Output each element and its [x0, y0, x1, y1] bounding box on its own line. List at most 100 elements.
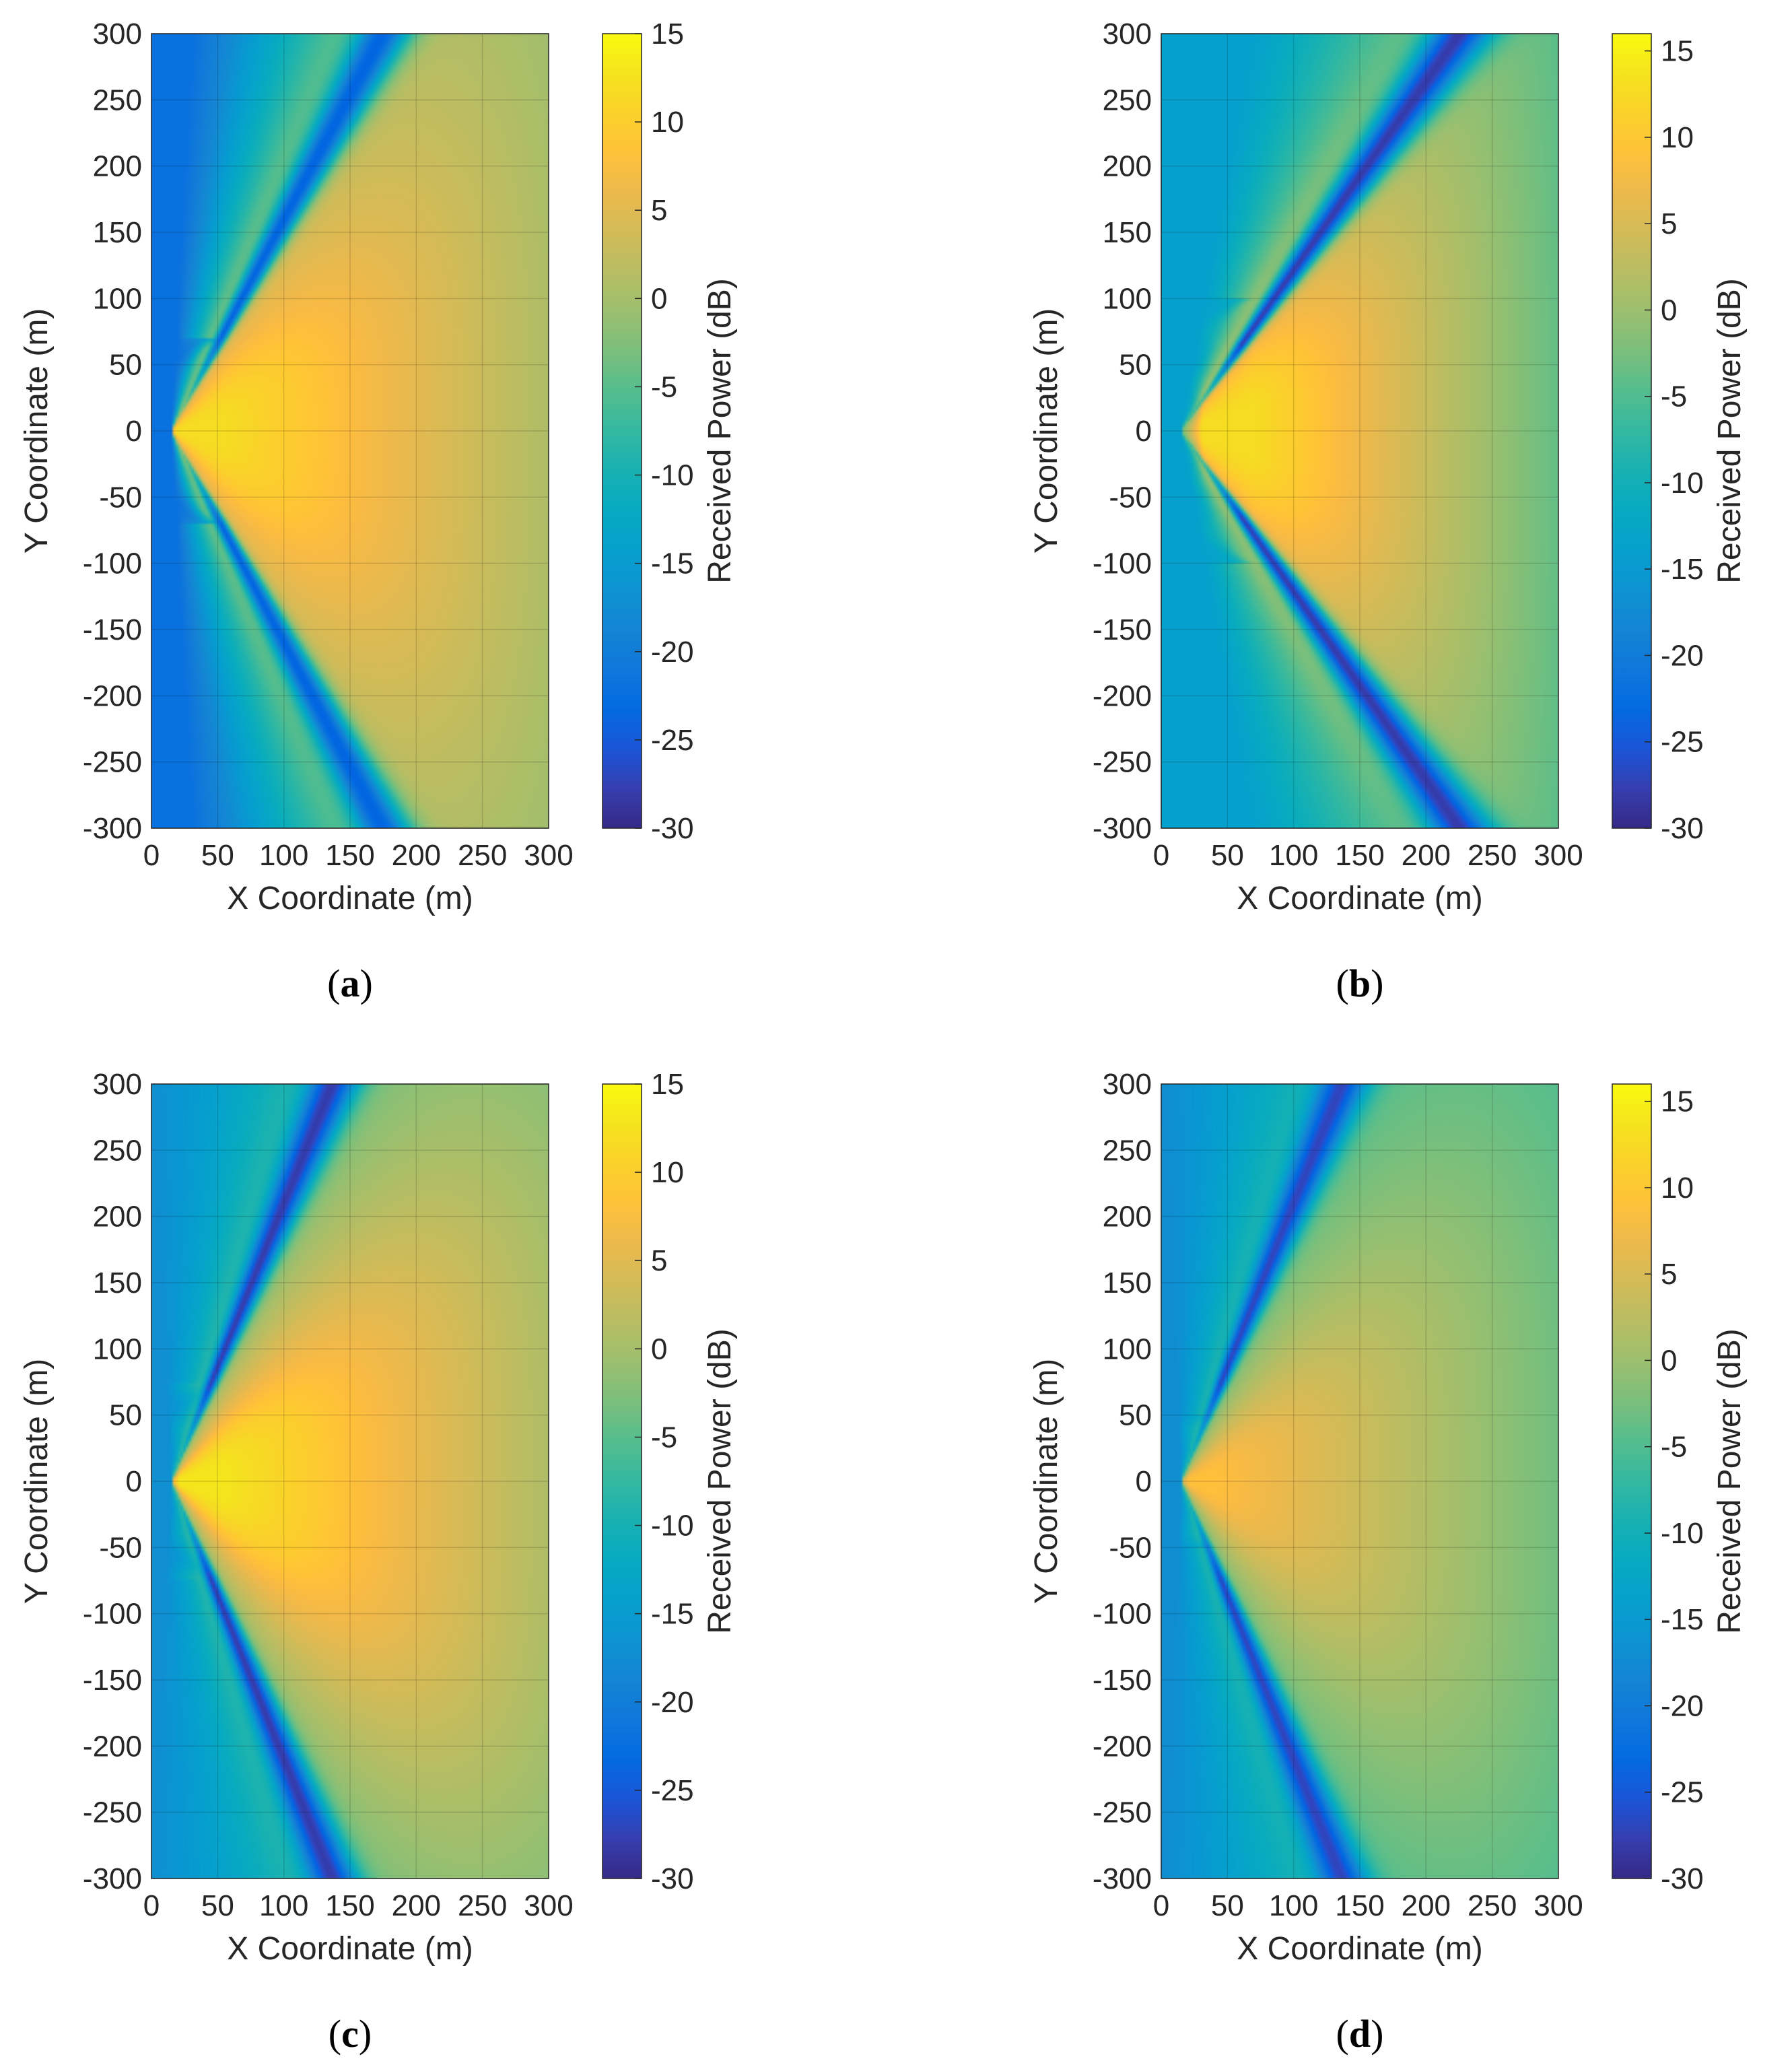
x-axis-label: X Coordinate (m)	[1237, 1931, 1482, 1967]
y-tick-label: 250	[93, 1134, 142, 1167]
x-tick-label: 50	[1211, 839, 1244, 872]
x-tick-label: 250	[458, 839, 507, 872]
y-tick-label: 150	[93, 1266, 142, 1299]
y-tick-label: -150	[83, 613, 142, 646]
x-axis-label: X Coordinate (m)	[227, 1931, 473, 1967]
panel-caption: (a)	[327, 961, 373, 1005]
y-tick-label: 50	[109, 349, 142, 382]
panel-caption: (d)	[1336, 2012, 1384, 2056]
y-tick-label: 300	[1103, 18, 1152, 50]
colorbar-tick-label: -30	[651, 812, 694, 845]
y-tick-label: -250	[83, 1796, 142, 1829]
heatmap-image	[1161, 34, 1558, 828]
colorbar-tick-label: -5	[651, 1421, 677, 1454]
x-tick-label: 250	[1468, 839, 1517, 872]
x-tick-label: 200	[1402, 839, 1451, 872]
colorbar-tick-label: 5	[651, 1244, 667, 1277]
x-tick-label: 300	[524, 839, 573, 872]
panel-caption: (c)	[329, 2012, 372, 2056]
panel-a: 0 50 100 150 200 250 300300250200150100500-50-…	[19, 18, 738, 1005]
x-tick-label: 50	[201, 839, 234, 872]
colorbar-tick-label: -20	[651, 636, 694, 669]
y-tick-label: 150	[93, 216, 142, 249]
y-tick-label: 0	[126, 1465, 142, 1498]
colorbar-tick-label: -25	[1661, 726, 1704, 759]
y-tick-label: 50	[1119, 1399, 1152, 1432]
colorbar-tick-label: 10	[1661, 1172, 1694, 1205]
y-tick-label: -50	[99, 481, 142, 514]
colorbar-tick-label: -10	[651, 1510, 694, 1543]
colorbar-tick-label: -15	[651, 547, 694, 580]
y-tick-label: -50	[1109, 481, 1152, 514]
y-tick-label: 250	[93, 83, 142, 116]
x-tick-label: 200	[392, 1889, 441, 1922]
colorbar-tick-label: -20	[651, 1686, 694, 1719]
heatmap-image	[151, 34, 549, 828]
x-tick-label: 300	[1533, 1889, 1583, 1922]
plot-frame	[1161, 1083, 1559, 1879]
colorbar-tick-label: -5	[1661, 380, 1687, 413]
y-tick-label: -50	[99, 1531, 142, 1564]
heatmap-image	[1161, 1084, 1558, 1879]
colorbar-tick-label: 0	[651, 1332, 667, 1365]
y-tick-label: 0	[1136, 1465, 1152, 1498]
x-axis-label: X Coordinate (m)	[227, 881, 473, 916]
panel-d: 0 50 100 150 200 250 300300250200150100500-50-…	[1029, 1068, 1748, 2056]
x-tick-label: 100	[1269, 1889, 1318, 1922]
y-tick-label: -300	[83, 1862, 142, 1895]
y-tick-label: -100	[83, 547, 142, 580]
x-tick-label: 200	[1402, 1889, 1451, 1922]
colorbar-tick-label: 15	[1661, 35, 1694, 68]
y-tick-label: 200	[93, 1200, 142, 1233]
y-tick-label: 100	[93, 1332, 142, 1365]
colorbar-tick-label: -15	[1661, 553, 1704, 586]
colorbar-tick-label: -5	[651, 370, 677, 403]
x-tick-label: 150	[1335, 1889, 1384, 1922]
y-tick-label: -250	[1093, 746, 1152, 779]
x-tick-label: 100	[259, 839, 308, 872]
x-tick-label: 150	[325, 1889, 374, 1922]
y-tick-label: -150	[1093, 613, 1152, 646]
y-tick-label: 100	[1103, 1332, 1152, 1365]
colorbar	[1612, 1083, 1652, 1879]
colorbar-tick-label: 15	[1661, 1085, 1694, 1118]
colorbar-tick-label: 5	[1661, 207, 1677, 240]
colorbar-label: Received Power (dB)	[1712, 1328, 1748, 1634]
x-tick-label: 0	[143, 1889, 160, 1922]
x-tick-label: 200	[392, 839, 441, 872]
x-tick-label: 100	[259, 1889, 308, 1922]
y-tick-label: 200	[1103, 1200, 1152, 1233]
x-tick-label: 100	[1269, 839, 1318, 872]
y-tick-label: 100	[1103, 282, 1152, 315]
x-tick-label: 0	[1153, 839, 1169, 872]
y-tick-label: 0	[1136, 415, 1152, 448]
colorbar-tick-label: -10	[1661, 1517, 1704, 1550]
y-tick-label: 150	[1103, 216, 1152, 249]
colorbar-tick-label: 0	[651, 282, 667, 315]
x-axis-label: X Coordinate (m)	[1237, 881, 1482, 916]
y-tick-label: 150	[1103, 1266, 1152, 1299]
colorbar-tick-label: -25	[1661, 1776, 1704, 1809]
x-tick-label: 0	[1153, 1889, 1169, 1922]
y-axis-label: Y Coordinate (m)	[1029, 308, 1064, 554]
y-tick-label: 50	[1119, 349, 1152, 382]
colorbar	[602, 1083, 642, 1879]
colorbar-tick-label: -10	[651, 459, 694, 492]
x-tick-label: 150	[325, 839, 374, 872]
y-axis-label: Y Coordinate (m)	[1029, 1359, 1064, 1604]
colorbar-tick-label: 15	[651, 18, 684, 50]
y-tick-label: 250	[1103, 83, 1152, 116]
colorbar-tick-label: -30	[651, 1862, 694, 1895]
y-tick-label: -250	[83, 746, 142, 779]
colorbar-tick-label: -30	[1661, 812, 1704, 845]
colorbar-tick-label: 10	[651, 106, 684, 139]
heatmap-image	[151, 1084, 549, 1879]
colorbar-tick-label: -15	[1661, 1603, 1704, 1636]
colorbar-tick-label: -20	[1661, 639, 1704, 672]
y-tick-label: 100	[93, 282, 142, 315]
colorbar-tick-label: 0	[1661, 294, 1677, 327]
colorbar-tick-label: -5	[1661, 1431, 1687, 1464]
x-tick-label: 300	[1533, 839, 1583, 872]
y-tick-label: -100	[1093, 1598, 1152, 1631]
y-tick-label: -200	[1093, 679, 1152, 712]
